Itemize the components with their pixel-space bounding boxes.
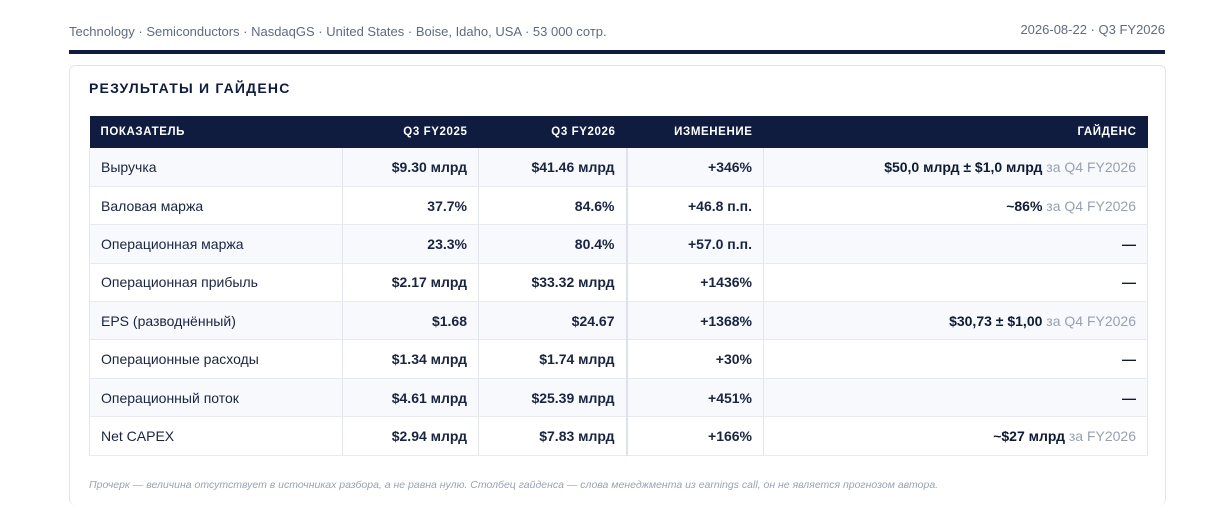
metric-cell: EPS (разводнённый) <box>89 301 343 341</box>
table-header-row: ПОКАЗАТЕЛЬ Q3 FY2025 Q3 FY2026 ИЗМЕНЕНИЕ… <box>89 116 1148 148</box>
guidance-value: — <box>1122 274 1136 291</box>
prev-value-cell: $2.17 млрд <box>342 263 479 303</box>
curr-value-cell: 80.4% <box>478 224 627 264</box>
guidance-value: — <box>1122 235 1136 252</box>
guidance-cell: ~$27 млрд за FY2026 <box>763 416 1148 456</box>
guidance-cell: — <box>763 263 1148 303</box>
header-divider <box>69 50 1165 54</box>
metric-cell: Операционный поток <box>89 378 343 418</box>
report-meta-bar: Technology · Semiconductors · NasdaqGS ·… <box>69 22 1165 42</box>
footnote: Прочерк — величина отсутствует в источни… <box>89 479 939 491</box>
metric-cell: Операционные расходы <box>89 339 343 379</box>
metric-cell: Выручка <box>89 148 343 187</box>
metric-cell: Net CAPEX <box>89 416 343 456</box>
guidance-value: $30,73 ± $1,00 <box>949 312 1043 329</box>
change-cell: +1436% <box>625 263 764 303</box>
curr-value-cell: $33.32 млрд <box>478 263 627 303</box>
change-cell: +46.8 п.п. <box>625 186 764 226</box>
guidance-cell: $50,0 млрд ± $1,0 млрд за Q4 FY2026 <box>763 148 1148 187</box>
guidance-value: $50,0 млрд ± $1,0 млрд <box>884 158 1043 175</box>
column-header-metric: ПОКАЗАТЕЛЬ <box>89 116 343 148</box>
guidance-period: за Q4 FY2026 <box>1042 158 1136 175</box>
curr-value-cell: $24.67 <box>478 301 627 341</box>
curr-value-cell: $1.74 млрд <box>478 339 627 379</box>
section-title: Результаты и гайденс <box>89 80 291 96</box>
prev-value-cell: $9.30 млрд <box>342 148 479 187</box>
prev-value-cell: $1.68 <box>342 301 479 341</box>
curr-value-cell: $7.83 млрд <box>478 416 627 456</box>
prev-value-cell: 37.7% <box>342 186 479 226</box>
change-cell: +451% <box>625 378 764 418</box>
table-row: Операционные расходы $1.34 млрд $1.74 млрд… <box>89 339 1148 379</box>
guidance-value: — <box>1122 389 1136 406</box>
table-row: Net CAPEX $2.94 млрд $7.83 млрд +166% ~$27 м… <box>89 416 1148 456</box>
curr-value-cell: $25.39 млрд <box>478 378 627 418</box>
guidance-cell: — <box>763 224 1148 264</box>
prev-value-cell: $4.61 млрд <box>342 378 479 418</box>
change-cell: +30% <box>625 339 764 379</box>
table-row: EPS (разводнённый) $1.68 $24.67 +1368% $30,7… <box>89 301 1148 341</box>
guidance-cell: $30,73 ± $1,00 за Q4 FY2026 <box>763 301 1148 341</box>
guidance-period: за Q4 FY2026 <box>1042 197 1136 214</box>
change-cell: +346% <box>625 148 764 187</box>
guidance-cell: ~86% за Q4 FY2026 <box>763 186 1148 226</box>
guidance-cell: — <box>763 378 1148 418</box>
results-table: ПОКАЗАТЕЛЬ Q3 FY2025 Q3 FY2026 ИЗМЕНЕНИЕ… <box>89 116 1148 456</box>
table-row: Операционный поток $4.61 млрд $25.39 млрд +… <box>89 378 1148 418</box>
guidance-value: — <box>1122 351 1136 368</box>
prev-value-cell: $1.34 млрд <box>342 339 479 379</box>
change-cell: +57.0 п.п. <box>625 224 764 264</box>
column-header-guidance: ГАЙДЕНС <box>763 116 1148 148</box>
results-card: Результаты и гайденс ПОКАЗАТЕЛЬ Q3 FY202… <box>69 65 1166 505</box>
guidance-period: за FY2026 <box>1064 427 1136 444</box>
column-header-change: ИЗМЕНЕНИЕ <box>626 116 764 148</box>
curr-value-cell: 84.6% <box>478 186 627 226</box>
column-header-prev: Q3 FY2025 <box>342 116 479 148</box>
metric-cell: Валовая маржа <box>89 186 343 226</box>
curr-value-cell: $41.46 млрд <box>478 148 627 187</box>
table-row: Операционная прибыль $2.17 млрд $33.32 млр… <box>89 263 1148 303</box>
metric-cell: Операционная маржа <box>89 224 343 264</box>
column-header-curr: Q3 FY2026 <box>478 116 627 148</box>
table-row: Выручка $9.30 млрд $41.46 млрд +346% $50,0 м… <box>89 148 1148 187</box>
guidance-cell: — <box>763 339 1148 379</box>
guidance-value: ~$27 млрд <box>993 427 1065 444</box>
table-row: Операционная маржа 23.3% 80.4% +57.0 п.п. — <box>89 224 1148 264</box>
guidance-period: за Q4 FY2026 <box>1042 312 1136 329</box>
change-cell: +1368% <box>625 301 764 341</box>
report-date-period: 2026-08-22 · Q3 FY2026 <box>1020 22 1165 37</box>
guidance-value: ~86% <box>1006 197 1043 214</box>
prev-value-cell: $2.94 млрд <box>342 416 479 456</box>
company-meta: Technology · Semiconductors · NasdaqGS ·… <box>69 24 607 39</box>
change-cell: +166% <box>625 416 764 456</box>
metric-cell: Операционная прибыль <box>89 263 343 303</box>
table-row: Валовая маржа 37.7% 84.6% +46.8 п.п. ~86% за… <box>89 186 1148 226</box>
prev-value-cell: 23.3% <box>342 224 479 264</box>
